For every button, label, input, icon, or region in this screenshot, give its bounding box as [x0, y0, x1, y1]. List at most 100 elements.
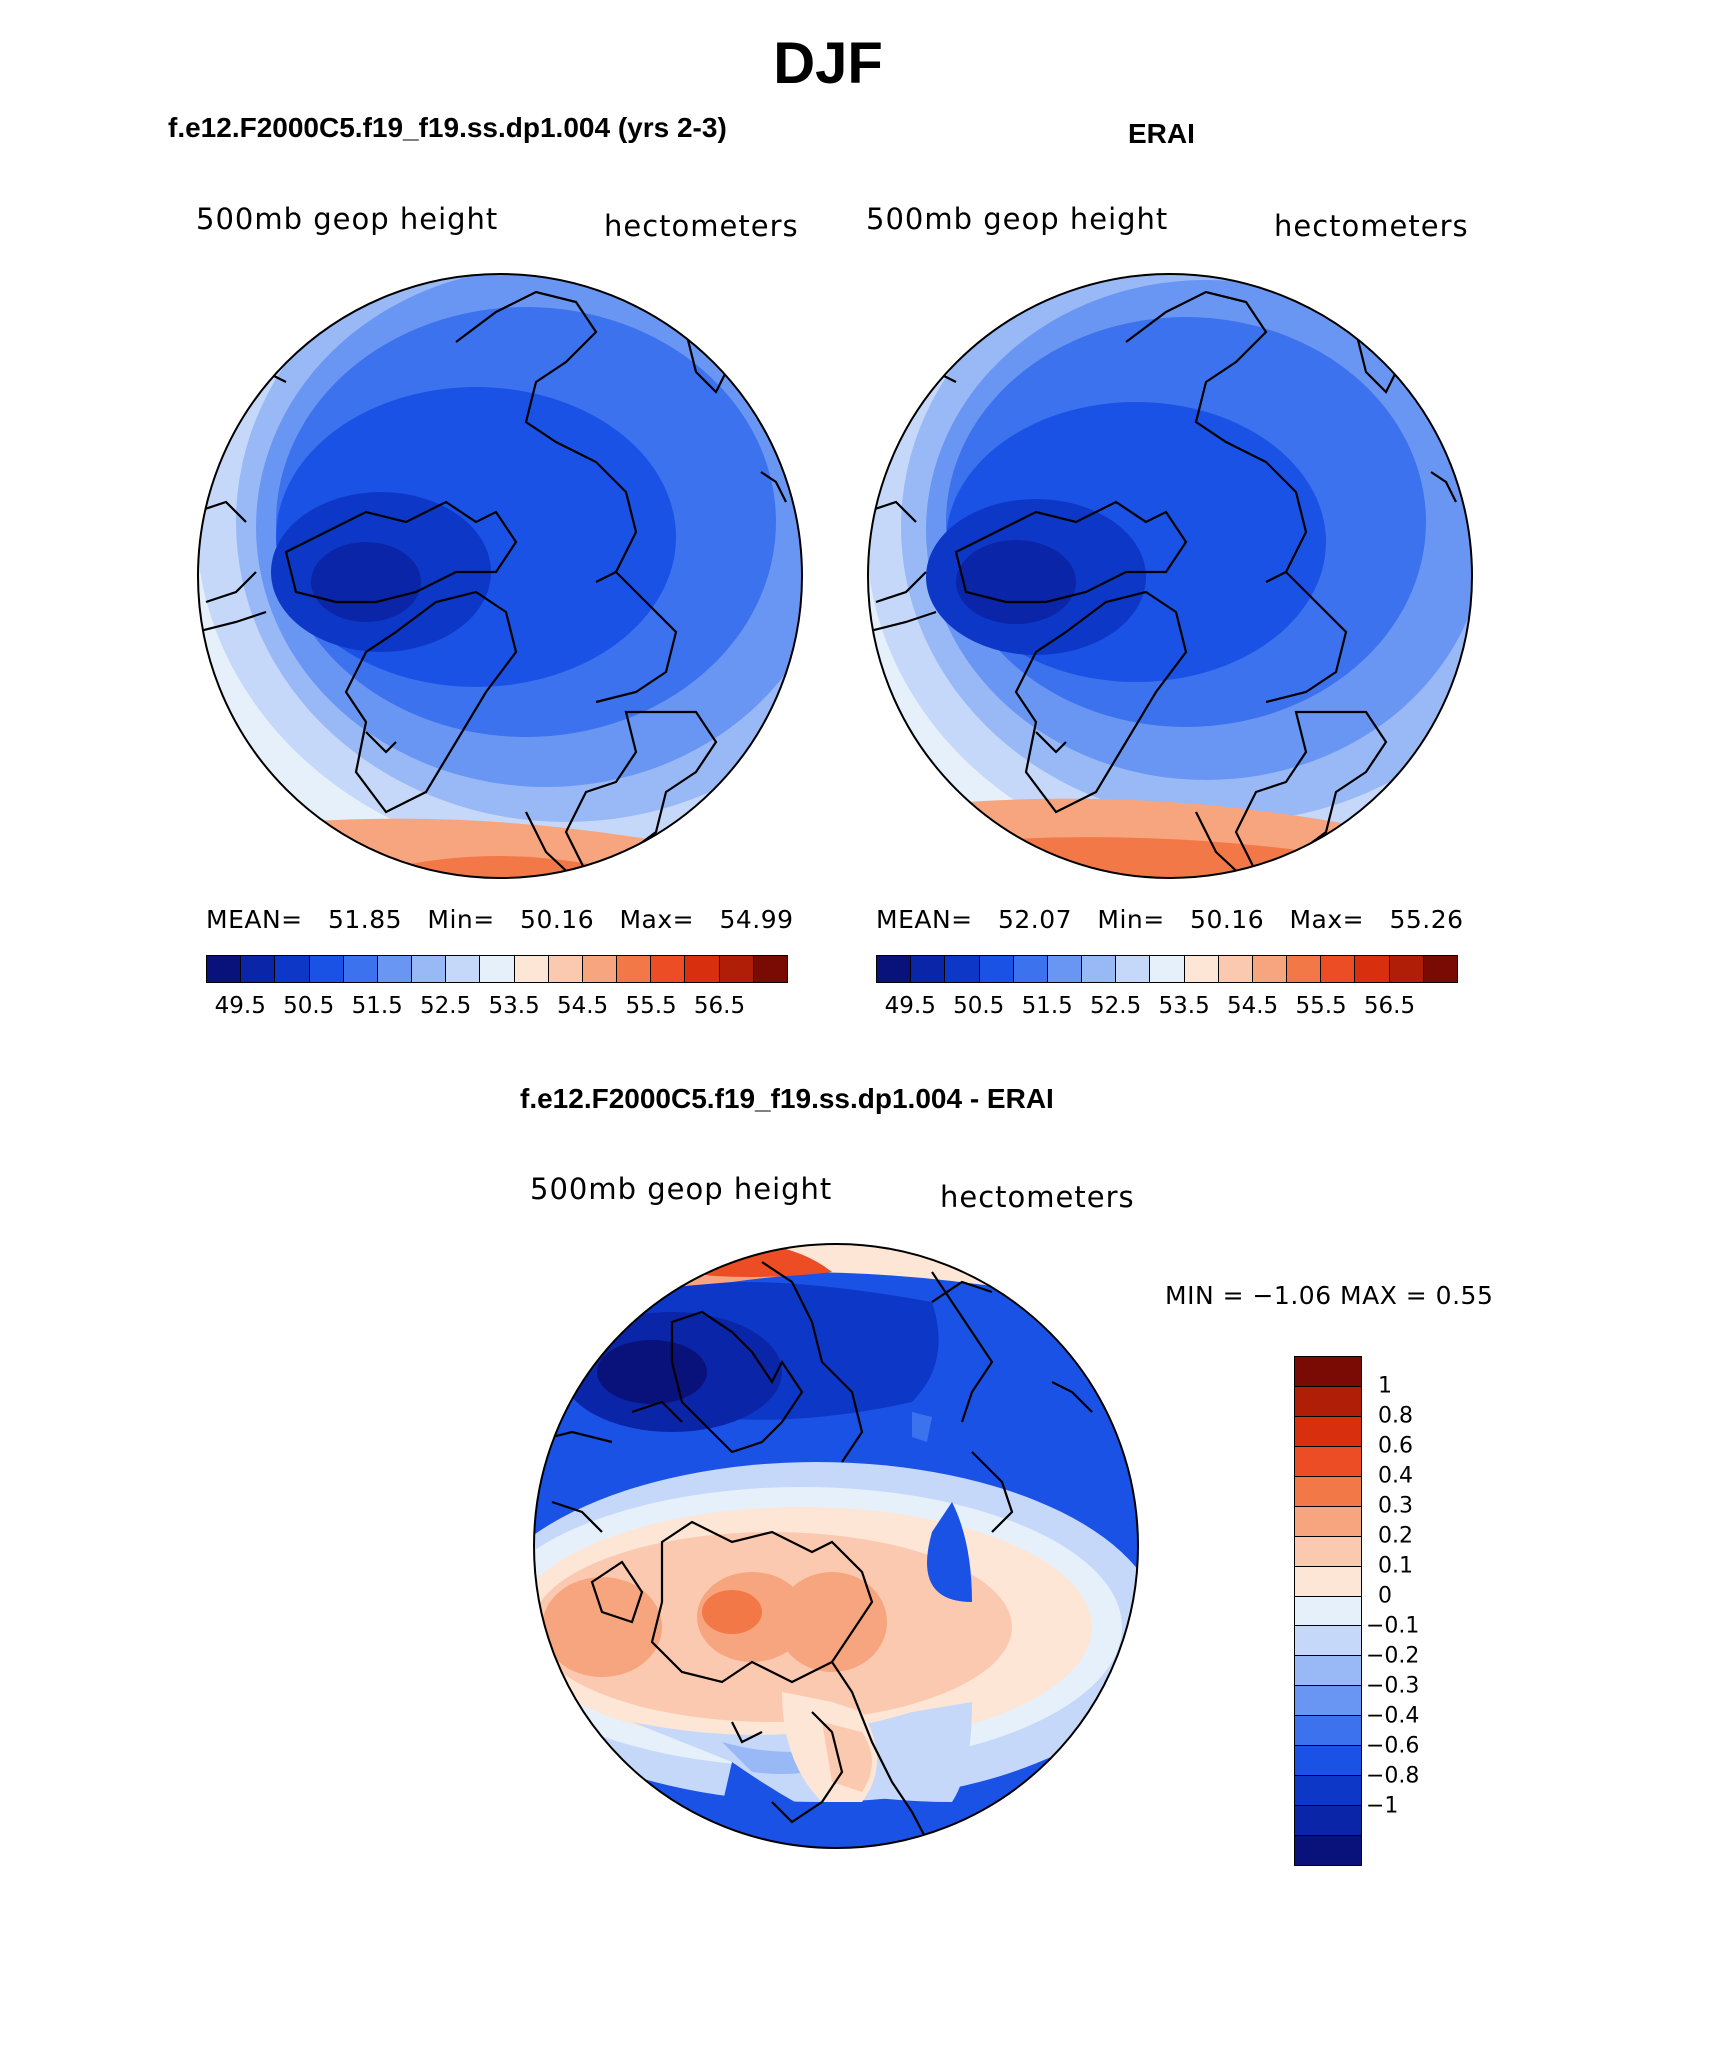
- colorbar-cell: [1047, 956, 1083, 982]
- field-label: 500mb geop height: [530, 1172, 833, 1206]
- colorbar-tick-label: 53.5: [1158, 993, 1210, 1019]
- colorbar-tick-label: 49.5: [214, 993, 266, 1019]
- colorbar-cell: [343, 956, 378, 982]
- colorbar-tick-label: 0.4: [1378, 1463, 1413, 1489]
- max-label: Max=: [1289, 905, 1365, 934]
- colorbar-cell: [1295, 1446, 1361, 1477]
- colorbar-tick-label: −1: [1366, 1793, 1399, 1819]
- colorbar-cell: [1295, 1716, 1361, 1747]
- colorbar-cell: [412, 956, 447, 982]
- stats-line: MEAN= 51.85 Min= 50.16 Max= 54.99: [206, 905, 794, 934]
- diff-minmax: MIN = −1.06 MAX = 0.55: [1165, 1281, 1494, 1310]
- min-label: Min=: [427, 905, 495, 934]
- colorbar-cell: [241, 956, 276, 982]
- colorbar-cell: [309, 956, 344, 982]
- polar-map-model: [197, 273, 803, 879]
- colorbar-tick-label: 56.5: [1363, 993, 1416, 1019]
- colorbar-tick-label: 53.5: [488, 993, 540, 1019]
- colorbar-cell: [480, 956, 515, 982]
- min-label: Min=: [1097, 905, 1165, 934]
- polar-map-difference: [533, 1243, 1139, 1849]
- colorbar-cell: [1295, 1836, 1361, 1865]
- stats-line: MEAN= 52.07 Min= 50.16 Max= 55.26: [876, 905, 1464, 934]
- colorbar-cell: [1295, 1386, 1361, 1417]
- colorbar-cell: [877, 956, 912, 982]
- mean-value: 51.85: [327, 905, 403, 934]
- colorbar-tick-label: −0.2: [1366, 1643, 1420, 1669]
- colorbar-tick-label: −0.6: [1366, 1733, 1420, 1759]
- colorbar-tick-label: 55.5: [1295, 993, 1347, 1019]
- colorbar-tick-label: 0: [1378, 1583, 1392, 1609]
- colorbar-cell: [1295, 1416, 1361, 1447]
- colorbar-tick-label: 1: [1378, 1373, 1392, 1399]
- colorbar-tick-label: 52.5: [1090, 993, 1142, 1019]
- colorbar-cell: [582, 956, 618, 982]
- colorbar-cell: [1252, 956, 1288, 982]
- field-label: 500mb geop height: [866, 202, 1169, 236]
- colorbar-cell: [1295, 1806, 1361, 1836]
- colorbar-tick-label: 0.6: [1378, 1433, 1413, 1459]
- units-label: hectometers: [940, 1180, 1135, 1214]
- polar-map-erai: [867, 273, 1473, 879]
- colorbar-cell: [945, 956, 980, 982]
- colorbar-cell: [685, 956, 720, 982]
- colorbar-cell: [1295, 1776, 1361, 1807]
- colorbar-cell: [979, 956, 1014, 982]
- colorbar-tick-label: −0.1: [1366, 1613, 1420, 1639]
- colorbar-tick-label: 51.5: [1021, 993, 1073, 1019]
- units-label: hectometers: [604, 209, 799, 243]
- max-label: Max=: [619, 905, 695, 934]
- colorbar-cell: [1295, 1596, 1361, 1627]
- colorbar-tick-label: 0.2: [1378, 1523, 1413, 1549]
- colorbar-model: [206, 955, 788, 983]
- mean-label: MEAN=: [876, 905, 973, 934]
- colorbar-cell: [1295, 1536, 1361, 1567]
- colorbar-cell: [1321, 956, 1356, 982]
- colorbar-tick-label: 0.3: [1378, 1493, 1413, 1519]
- colorbar-cell: [1116, 956, 1151, 982]
- colorbar-cell: [1082, 956, 1117, 982]
- colorbar-erai: [876, 955, 1458, 983]
- colorbar-difference: [1294, 1356, 1362, 1866]
- colorbar-cell: [1287, 956, 1322, 982]
- colorbar-cell: [1295, 1686, 1361, 1717]
- colorbar-cell: [1295, 1506, 1361, 1537]
- colorbar-cell: [1423, 956, 1457, 982]
- colorbar-cell: [1013, 956, 1048, 982]
- min-value: 50.16: [1190, 905, 1265, 934]
- colorbar-tick-label: 55.5: [625, 993, 677, 1019]
- units-label: hectometers: [1274, 209, 1469, 243]
- panel-title-diff: f.e12.F2000C5.f19_f19.ss.dp1.004 - ERAI: [520, 1083, 1054, 1114]
- colorbar-tick-label: 54.5: [556, 993, 609, 1019]
- colorbar-tick-label: 51.5: [351, 993, 403, 1019]
- max-value: 54.99: [719, 905, 794, 934]
- panel-title-model: f.e12.F2000C5.f19_f19.ss.dp1.004 (yrs 2-…: [168, 112, 727, 143]
- colorbar-tick-label: −0.4: [1366, 1703, 1420, 1729]
- figure-title: DJF: [773, 31, 883, 96]
- colorbar-cell: [1295, 1357, 1361, 1387]
- colorbar-tick-label: −0.3: [1366, 1673, 1420, 1699]
- colorbar-cell: [1295, 1476, 1361, 1507]
- colorbar-cell: [207, 956, 242, 982]
- mean-value: 52.07: [997, 905, 1073, 934]
- colorbar-cell: [1295, 1566, 1361, 1597]
- colorbar-cell: [377, 956, 413, 982]
- colorbar-tick-label: 54.5: [1226, 993, 1279, 1019]
- colorbar-cell: [275, 956, 310, 982]
- colorbar-cell: [911, 956, 946, 982]
- colorbar-tick-label: 0.8: [1378, 1403, 1413, 1429]
- min-value: 50.16: [520, 905, 595, 934]
- colorbar-cell: [719, 956, 754, 982]
- colorbar-cell: [1218, 956, 1253, 982]
- colorbar-cell: [1389, 956, 1424, 982]
- colorbar-cell: [1295, 1746, 1361, 1777]
- colorbar-cell: [1295, 1626, 1361, 1657]
- colorbar-tick-label: 50.5: [953, 993, 1005, 1019]
- colorbar-tick-label: 56.5: [693, 993, 746, 1019]
- panel-title-erai: ERAI: [1128, 118, 1195, 149]
- colorbar-cell: [617, 956, 652, 982]
- colorbar-cell: [1295, 1656, 1361, 1687]
- colorbar-cell: [1184, 956, 1219, 982]
- colorbar-cell: [446, 956, 481, 982]
- colorbar-tick-label: 50.5: [283, 993, 335, 1019]
